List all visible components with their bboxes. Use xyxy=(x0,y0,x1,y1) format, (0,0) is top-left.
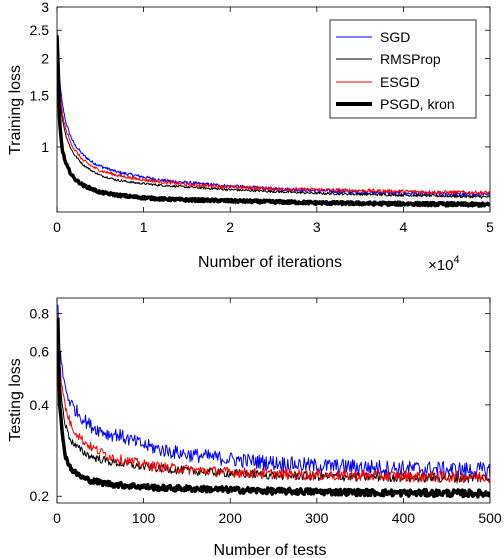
x-tick-label: 400 xyxy=(392,510,416,526)
y-axis-label: Testing loss xyxy=(7,358,24,442)
x-tick-label: 2 xyxy=(226,219,234,235)
y-axis-label: Training loss xyxy=(7,65,24,155)
x-tick-label: 3 xyxy=(313,219,321,235)
y-tick-label: 2 xyxy=(41,51,49,67)
series-line-rmsprop xyxy=(57,46,490,199)
series-line-sgd xyxy=(57,304,490,480)
plot-frame xyxy=(56,297,491,504)
x-tick-label: 200 xyxy=(219,510,243,526)
x-tick-label: 0 xyxy=(53,219,61,235)
legend-label-rmsprop: RMSProp xyxy=(380,51,441,67)
series-line-rmsprop xyxy=(57,314,490,484)
legend-label-sgd: SGD xyxy=(380,29,410,45)
plot-frame xyxy=(56,6,491,213)
y-tick-label: 0.8 xyxy=(30,306,50,322)
x-exponent-base: ×10 xyxy=(428,257,453,274)
legend-label-esgd: ESGD xyxy=(380,74,420,90)
series-line-esgd xyxy=(57,314,490,484)
y-tick-label: 0.6 xyxy=(30,343,50,359)
y-tick-label: 1 xyxy=(41,139,49,155)
series-line-psgd-kron xyxy=(57,317,490,499)
testing-loss-chart: 0 100 200 300 400 500 0.2 0.4 0.6 0.8 Number of … xyxy=(7,297,502,558)
x-tick-label: 300 xyxy=(305,510,329,526)
x-tick-label: 500 xyxy=(478,510,502,526)
series-line-psgd-kron xyxy=(57,35,490,208)
y-tick-label: 1.5 xyxy=(30,87,50,103)
x-axis-ticks: 0 1 2 3 4 5 xyxy=(53,7,494,235)
x-axis-label: Number of iterations xyxy=(198,254,342,271)
x-tick-label: 100 xyxy=(132,510,156,526)
x-tick-label: 5 xyxy=(486,219,494,235)
x-tick-label: 1 xyxy=(140,219,148,235)
y-axis-ticks: 0.2 0.4 0.6 0.8 xyxy=(30,306,490,504)
series-layer xyxy=(57,304,490,499)
series-line-esgd xyxy=(57,29,490,196)
legend: SGD RMSProp ESGD PSGD, kron xyxy=(329,19,477,119)
legend-box xyxy=(329,19,477,119)
series-layer xyxy=(57,29,490,208)
x-tick-label: 0 xyxy=(53,510,61,526)
y-tick-label: 2.5 xyxy=(30,22,50,38)
y-axis-ticks: 1 1.5 2 2.5 3 xyxy=(30,0,490,155)
y-tick-label: 0.4 xyxy=(30,397,50,413)
legend-label-psgd-kron: PSGD, kron xyxy=(380,96,455,112)
x-axis-ticks: 0 100 200 300 400 500 xyxy=(53,298,502,526)
y-tick-label: 3 xyxy=(41,0,49,15)
training-loss-chart: 0 1 2 3 4 5 1 1.5 2 2.5 3 Number of iterations Tr… xyxy=(7,0,494,274)
y-tick-label: 0.2 xyxy=(30,488,50,504)
x-axis-exponent: ×104 xyxy=(428,254,460,274)
x-tick-label: 4 xyxy=(400,219,408,235)
x-exponent-power: 4 xyxy=(453,254,459,266)
x-axis-label: Number of tests xyxy=(214,542,327,558)
